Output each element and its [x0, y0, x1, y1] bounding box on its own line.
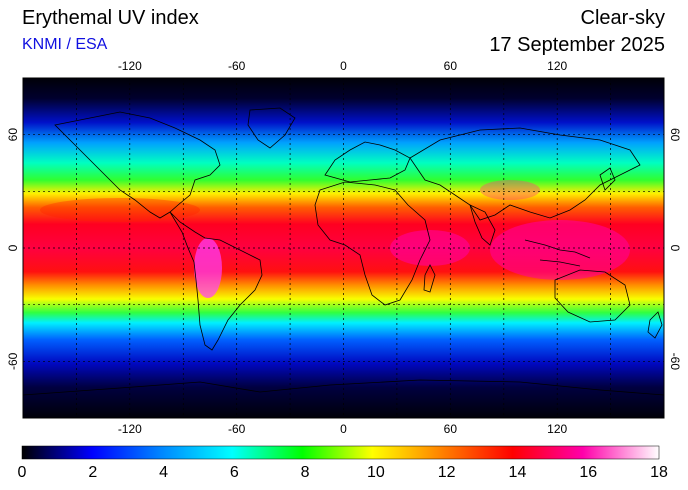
- right-lat-tick-label: 60: [668, 128, 682, 142]
- colorbar: [21, 445, 660, 460]
- left-lat-tick-label: 60: [6, 128, 20, 142]
- date-label: 17 September 2025: [489, 34, 665, 56]
- source-label: KNMI / ESA: [22, 36, 108, 53]
- top-lon-tick-label: -60: [228, 59, 246, 73]
- colorbar-tick-label: 4: [159, 464, 168, 481]
- right-lat-tick-label: -60: [668, 353, 682, 371]
- colorbar-tick-label: 0: [17, 464, 27, 481]
- left-lat-tick-label: 0: [6, 244, 20, 251]
- top-lon-tick-label: 0: [340, 59, 347, 73]
- colorbar-tick-label: 12: [437, 464, 456, 481]
- colorbar-tick-label: 14: [508, 464, 527, 481]
- map-border: [22, 77, 665, 419]
- top-lon-tick-label: 120: [547, 59, 567, 73]
- top-lon-tick-label: -120: [118, 59, 142, 73]
- top-lon-tick-label: 60: [444, 59, 458, 73]
- colorbar-tick-label: 10: [366, 464, 385, 481]
- coastlines: [23, 107, 664, 396]
- right-lat-tick-label: 0: [668, 245, 682, 252]
- bottom-lon-tick-label: 120: [547, 422, 567, 436]
- colorbar-tick-label: 2: [88, 464, 98, 481]
- colorbar-tick-label: 16: [579, 464, 598, 481]
- sky-condition: Clear-sky: [580, 7, 665, 29]
- bottom-lon-tick-label: -120: [118, 422, 142, 436]
- colorbar-tick-label: 6: [229, 464, 239, 481]
- colorbar-tick-label: 18: [650, 464, 668, 481]
- tick-labels: -120 -120 -60 -60 0 0 60 60 120 120 60 60 0 0 -60 -60: [6, 59, 682, 436]
- bottom-lon-tick-label: 60: [444, 422, 458, 436]
- left-lat-tick-label: -60: [6, 352, 20, 370]
- bottom-lon-tick-label: -60: [228, 422, 246, 436]
- title: Erythemal UV index: [22, 7, 199, 29]
- colorbar-tick-label: 8: [300, 464, 310, 481]
- grid-lines: [23, 78, 664, 418]
- bottom-lon-tick-label: 0: [340, 422, 347, 436]
